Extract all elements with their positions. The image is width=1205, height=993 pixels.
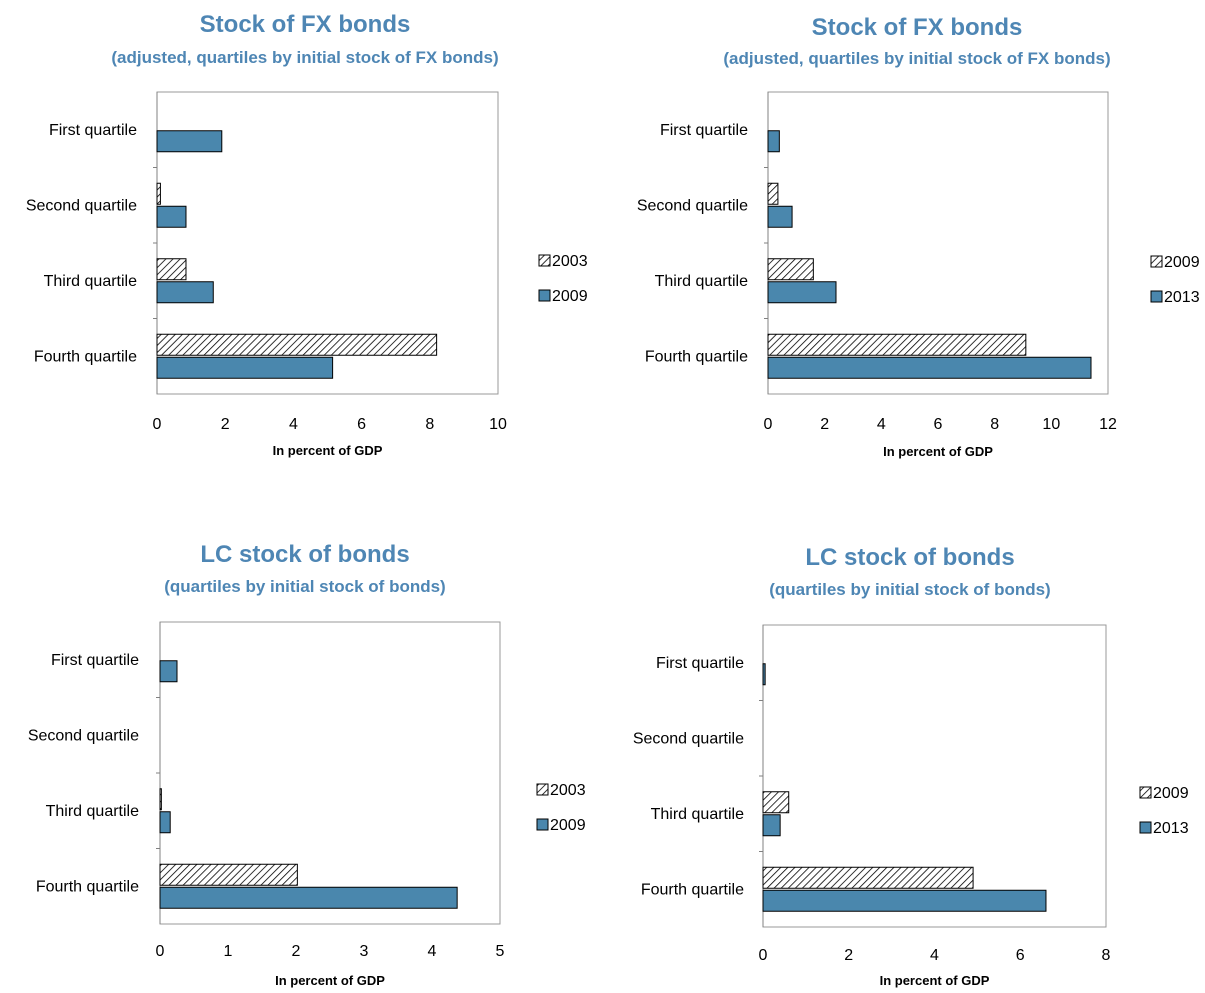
chart-3-x-tick-label: 0 (156, 943, 165, 960)
chart-1-bar-solid (156, 356, 334, 379)
chart-1-x-tick-label: 10 (489, 416, 507, 433)
chart-3-x-axis-label: In percent of GDP (275, 973, 385, 988)
chart-1-legend-label: 2003 (552, 253, 588, 270)
chart-3-x-tick-label: 4 (428, 943, 437, 960)
chart-3-title: LC stock of bonds (200, 541, 409, 568)
chart-2-x-tick-label: 8 (990, 416, 999, 433)
chart-1-bar-solid (156, 281, 214, 304)
chart-1-bar-solid (156, 130, 223, 153)
chart-4-title: LC stock of bonds (805, 544, 1014, 571)
chart-2-bar-hatched (767, 258, 814, 281)
chart-2-title: Stock of FX bonds (812, 14, 1023, 41)
chart-2-legend-label: 2009 (1164, 254, 1200, 271)
chart-1-x-axis-label: In percent of GDP (273, 443, 383, 458)
chart-2-legend-label: 2013 (1164, 289, 1200, 306)
chart-2-bar-solid (767, 281, 837, 304)
chart-2-legend-swatch (1150, 255, 1163, 268)
chart-2-category-label: Third quartile (655, 273, 748, 290)
chart-3-bar-hatched (159, 863, 298, 886)
chart-2-x-tick-label: 6 (934, 416, 943, 433)
chart-3-x-tick-label: 5 (496, 943, 505, 960)
chart-1-bar-hatched (156, 258, 187, 281)
chart-3-category-label: First quartile (51, 652, 139, 669)
chart-4-category-label: Third quartile (651, 806, 744, 823)
chart-2-x-tick-label: 0 (764, 416, 773, 433)
chart-1-category-label: First quartile (49, 122, 137, 139)
chart-2-category-label: Fourth quartile (645, 348, 748, 365)
chart-1-x-tick-label: 0 (153, 416, 162, 433)
chart-3-bar-hatched (159, 788, 162, 811)
chart-1-title: Stock of FX bonds (200, 11, 411, 38)
chart-1-subtitle: (adjusted, quartiles by initial stock of… (111, 48, 498, 67)
chart-1-x-tick-label: 2 (221, 416, 230, 433)
chart-3-legend-label: 2009 (550, 817, 586, 834)
chart-4-legend-swatch (1139, 821, 1152, 834)
chart-1-x-tick-label: 4 (289, 416, 298, 433)
chart-1-x-tick-label: 6 (357, 416, 366, 433)
chart-4-category-label: Fourth quartile (641, 881, 744, 898)
chart-3-bar-solid (159, 811, 171, 834)
chart-4-x-tick-label: 6 (1016, 947, 1025, 964)
chart-1-bar-hatched (156, 333, 438, 356)
chart-2-x-tick-label: 12 (1099, 416, 1117, 433)
chart-4-category-label: First quartile (656, 655, 744, 672)
chart-3-legend-swatch (536, 818, 549, 831)
chart-2-bar-solid (767, 356, 1092, 379)
chart-3-x-tick-label: 1 (224, 943, 233, 960)
chart-4-category-label: Second quartile (633, 730, 744, 747)
chart-2-x-tick-label: 10 (1042, 416, 1060, 433)
chart-3-x-tick-label: 3 (360, 943, 369, 960)
chart-2-bar-solid (767, 205, 793, 228)
chart-2-bar-hatched (767, 333, 1027, 356)
chart-4-bar-solid (762, 889, 1047, 912)
chart-2-bar-solid (767, 130, 780, 153)
chart-3-category-label: Fourth quartile (36, 878, 139, 895)
chart-1-category-label: Fourth quartile (34, 348, 137, 365)
chart-1-legend-swatch (538, 289, 551, 302)
chart-4-x-tick-label: 2 (844, 947, 853, 964)
chart-2-x-tick-label: 4 (877, 416, 886, 433)
chart-3-subtitle: (quartiles by initial stock of bonds) (164, 577, 445, 596)
chart-1-x-tick-label: 8 (425, 416, 434, 433)
chart-2-category-label: Second quartile (637, 197, 748, 214)
chart-4-x-tick-label: 0 (759, 947, 768, 964)
chart-1-legend-label: 2009 (552, 288, 588, 305)
chart-2-x-tick-label: 2 (820, 416, 829, 433)
chart-2-bar-hatched (767, 182, 779, 205)
chart-2-subtitle: (adjusted, quartiles by initial stock of… (723, 49, 1110, 68)
chart-4-bar-hatched (762, 866, 974, 889)
chart-3-x-tick-label: 2 (292, 943, 301, 960)
chart-4-x-tick-label: 4 (930, 947, 939, 964)
chart-4-legend-swatch (1139, 786, 1152, 799)
chart-3-legend-swatch (536, 783, 549, 796)
chart-1-bar-solid (156, 205, 187, 228)
chart-4-bar-solid (762, 663, 766, 686)
chart-4-legend-label: 2013 (1153, 820, 1189, 837)
chart-1-legend-swatch (538, 254, 551, 267)
chart-1-bar-hatched (156, 182, 161, 205)
chart-2-legend-swatch (1150, 290, 1163, 303)
chart-3-legend-label: 2003 (550, 782, 586, 799)
chart-1-category-label: Second quartile (26, 197, 137, 214)
chart-3-bar-solid (159, 886, 458, 909)
chart-1-category-label: Third quartile (44, 273, 137, 290)
chart-4-x-tick-label: 8 (1102, 947, 1111, 964)
chart-4-x-axis-label: In percent of GDP (880, 973, 990, 988)
chart-4-bar-hatched (762, 791, 790, 814)
chart-4-subtitle: (quartiles by initial stock of bonds) (769, 580, 1050, 599)
chart-4-bar-solid (762, 814, 781, 837)
chart-3-category-label: Second quartile (28, 727, 139, 744)
chart-2-category-label: First quartile (660, 122, 748, 139)
chart-3-bar-solid (159, 660, 178, 683)
chart-2-x-axis-label: In percent of GDP (883, 444, 993, 459)
chart-4-legend-label: 2009 (1153, 785, 1189, 802)
chart-3-category-label: Third quartile (46, 803, 139, 820)
